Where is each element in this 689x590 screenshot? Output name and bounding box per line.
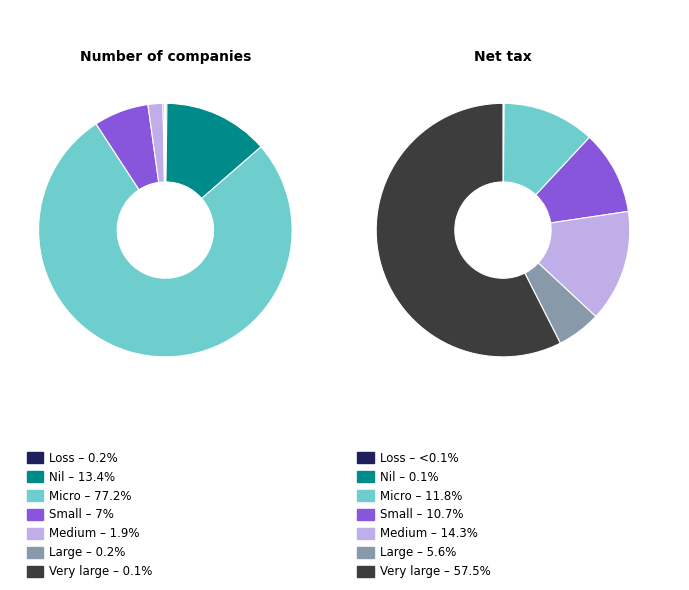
Wedge shape xyxy=(538,211,630,316)
Wedge shape xyxy=(148,103,165,182)
Legend: Loss – <0.1%, Nil – 0.1%, Micro – 11.8%, Small – 10.7%, Medium – 14.3%, Large – : Loss – <0.1%, Nil – 0.1%, Micro – 11.8%,… xyxy=(358,452,491,578)
Title: Net tax: Net tax xyxy=(474,50,532,64)
Title: Number of companies: Number of companies xyxy=(80,50,251,64)
Wedge shape xyxy=(536,137,628,223)
Wedge shape xyxy=(166,103,261,198)
Wedge shape xyxy=(163,103,165,182)
Wedge shape xyxy=(376,103,560,357)
Wedge shape xyxy=(504,103,589,195)
Wedge shape xyxy=(525,263,596,343)
Wedge shape xyxy=(96,104,158,190)
Wedge shape xyxy=(165,103,167,182)
Wedge shape xyxy=(503,103,504,182)
Wedge shape xyxy=(39,124,292,357)
Legend: Loss – 0.2%, Nil – 13.4%, Micro – 77.2%, Small – 7%, Medium – 1.9%, Large – 0.2%: Loss – 0.2%, Nil – 13.4%, Micro – 77.2%,… xyxy=(27,452,152,578)
